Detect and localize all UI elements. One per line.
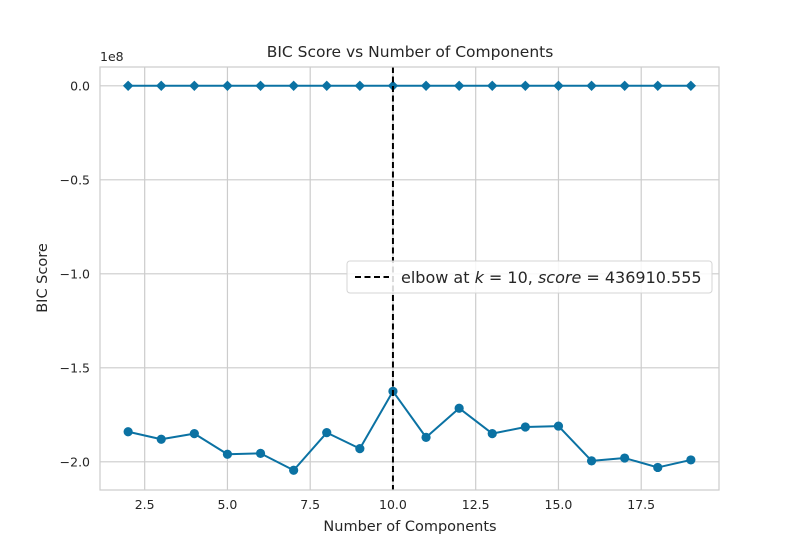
y-tick-label: −1.0 [60, 266, 90, 281]
legend: elbow at k = 10, score = 436910.555 [346, 260, 713, 294]
series-2-point [586, 456, 597, 466]
series-1-point [321, 80, 332, 91]
series-1-point [288, 80, 299, 91]
x-tick-label: 12.5 [462, 497, 490, 512]
x-tick-label: 15.0 [545, 497, 573, 512]
series-layer [122, 80, 697, 475]
series-2-point [553, 421, 564, 431]
series-2-point [355, 444, 365, 454]
plot-frame [99, 66, 720, 491]
series-1-point [156, 80, 167, 91]
x-tick-labels: 2.5 5.0 7.5 10.0 12.5 15.0 17.5 [135, 497, 655, 512]
series-1-point [685, 80, 697, 91]
series-1-point [189, 80, 200, 91]
series-1-point [122, 80, 134, 91]
series-2-point [123, 427, 133, 437]
series-1-point [420, 80, 432, 91]
series-2-point [289, 465, 299, 475]
y-tick-labels: 0.0 −0.5 −1.0 −1.5 −2.0 [60, 78, 90, 469]
series-1-point [255, 80, 266, 91]
series-2-point [686, 455, 696, 465]
series-2-point [520, 422, 530, 432]
series-1-point [586, 80, 597, 91]
y-tick-label: −1.5 [60, 360, 90, 375]
legend-box [346, 260, 713, 294]
series-2-point [454, 403, 464, 413]
y-axis-label: BIC Score [35, 243, 51, 313]
series-2-point [487, 429, 497, 439]
x-tick-label: 17.5 [627, 497, 655, 512]
series-1-point [487, 80, 498, 91]
series-1-point [553, 80, 564, 91]
series-1-point [222, 80, 233, 91]
series-1-point [652, 80, 663, 91]
y-tick-label: −2.0 [60, 454, 90, 469]
y-axis-offset-label: 1e8 [100, 49, 124, 64]
series-2-point [620, 453, 630, 463]
series-1-point [520, 80, 531, 91]
series-2-point [653, 462, 663, 473]
x-axis-label: Number of Components [323, 519, 496, 535]
series-1-point [354, 80, 366, 91]
series-2-point [189, 429, 199, 439]
x-tick-label: 10.0 [379, 497, 407, 512]
series-2-line [127, 390, 692, 472]
x-tick-label: 7.5 [300, 497, 320, 512]
series-2-point [421, 432, 431, 442]
y-tick-label: 0.0 [70, 78, 90, 93]
series-2-point [255, 448, 266, 458]
series-1-point [453, 80, 465, 91]
legend-label-elbow: elbow at k = 10, score = 436910.555 [401, 268, 702, 287]
chart-title: BIC Score vs Number of Components [267, 43, 554, 61]
y-tick-label: −0.5 [60, 172, 90, 187]
x-tick-label: 5.0 [217, 497, 237, 512]
series-2-point [322, 428, 332, 438]
x-tick-label: 2.5 [135, 497, 155, 512]
series-2-point [156, 434, 166, 444]
series-1-point [619, 80, 630, 91]
series-2-point [222, 449, 233, 459]
series-1-point [387, 80, 399, 91]
